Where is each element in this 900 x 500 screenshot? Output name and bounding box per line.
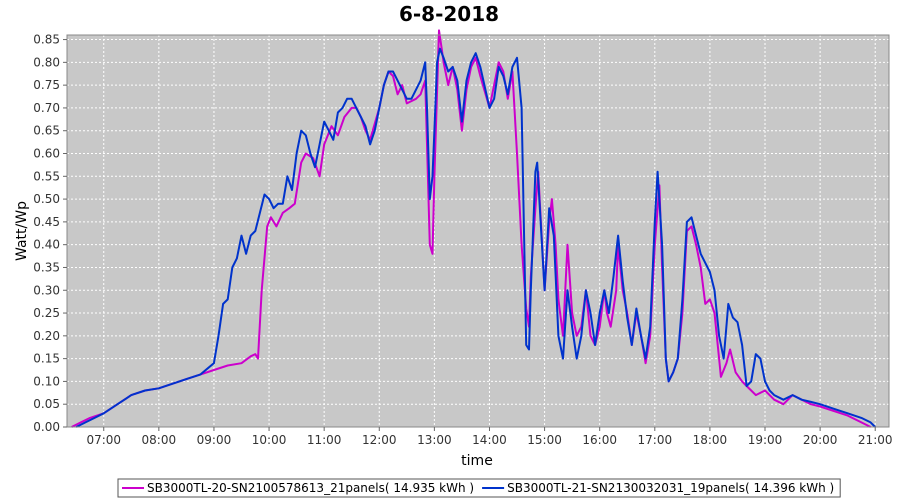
y-tick-label: 0.45	[33, 215, 60, 229]
y-tick-label: 0.60	[33, 147, 60, 161]
y-tick-label: 0.30	[33, 283, 60, 297]
axes: 0.00 0.05 0.10 0.15 0.20 0.25 0.30 0.35 0.40 0.45…	[33, 33, 892, 447]
x-tick-label: 19:00	[748, 433, 783, 447]
x-tick-label: 15:00	[527, 433, 562, 447]
x-tick-label: 10:00	[252, 433, 287, 447]
y-tick-label: 0.70	[33, 101, 60, 115]
series-layer	[71, 29, 876, 428]
x-tick-label: 16:00	[582, 433, 617, 447]
y-tick-label: 0.20	[33, 329, 60, 343]
y-tick-label: 0.25	[33, 306, 60, 320]
legend-label-1: SB3000TL-20-SN2100578613_21panels( 14.93…	[147, 481, 474, 495]
y-tick-label: 0.55	[33, 169, 60, 183]
plot-area	[67, 35, 889, 427]
x-tick-label: 07:00	[86, 433, 121, 447]
x-tick-label: 11:00	[307, 433, 342, 447]
x-tick-label: 08:00	[142, 433, 177, 447]
y-tick-label: 0.85	[33, 33, 60, 47]
y-tick-label: 0.35	[33, 260, 60, 274]
x-tick-label: 18:00	[693, 433, 728, 447]
legend-label-2: SB3000TL-21-SN2130032031_19panels( 14.39…	[507, 481, 834, 495]
legend-box	[117, 478, 841, 498]
series-line-1	[71, 29, 872, 428]
y-tick-label: 0.50	[33, 192, 60, 206]
grid	[67, 35, 889, 428]
x-tick-label: 14:00	[472, 433, 507, 447]
chart-title: 6-8-2018	[399, 2, 499, 26]
x-tick-label: 21:00	[858, 433, 893, 447]
x-axis-label: time	[461, 453, 493, 469]
y-tick-label: 0.80	[33, 55, 60, 69]
y-tick-label: 0.05	[33, 397, 60, 411]
y-tick-label: 0.40	[33, 238, 60, 252]
x-tick-label: 17:00	[638, 433, 673, 447]
x-tick-label: 13:00	[417, 433, 452, 447]
y-tick-label: 0.15	[33, 352, 60, 366]
x-tick-label: 12:00	[362, 433, 397, 447]
series-line-2	[75, 47, 876, 428]
y-tick-label: 0.00	[33, 420, 60, 434]
x-tick-label: 09:00	[197, 433, 232, 447]
legend: SB3000TL-20-SN2100578613_21panels( 14.93…	[117, 478, 841, 498]
y-tick-label: 0.10	[33, 374, 60, 388]
x-tick-label: 20:00	[803, 433, 838, 447]
y-tick-label: 0.75	[33, 78, 60, 92]
y-tick-label: 0.65	[33, 124, 60, 138]
y-axis-label: Watt/Wp	[14, 201, 30, 261]
plot-frame	[66, 34, 890, 428]
